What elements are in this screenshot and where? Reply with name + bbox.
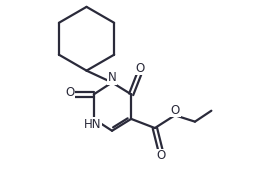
Text: O: O (171, 104, 180, 117)
Text: O: O (136, 62, 145, 75)
Text: HN: HN (84, 118, 101, 131)
Text: O: O (157, 149, 166, 162)
Text: O: O (65, 86, 75, 99)
Text: N: N (108, 71, 117, 84)
